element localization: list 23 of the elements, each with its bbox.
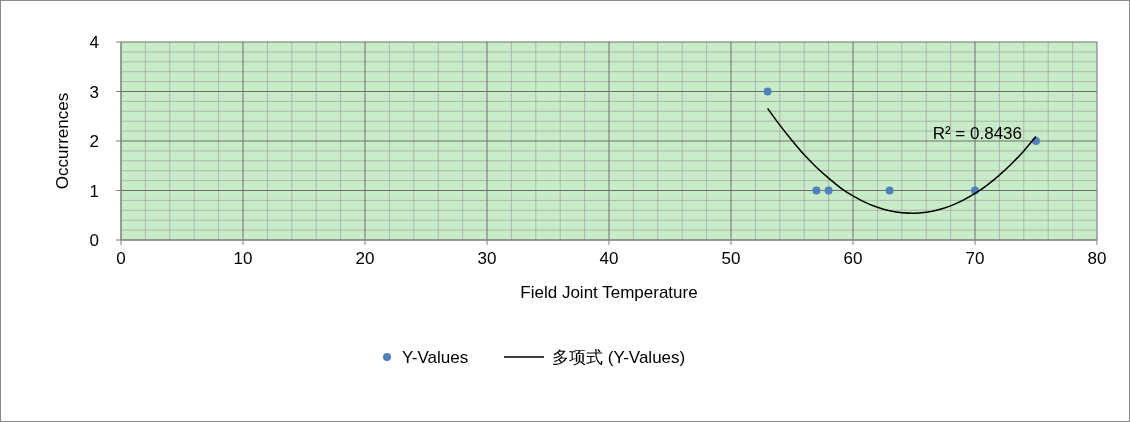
point <box>824 186 833 195</box>
legend-label: Y-Values <box>402 348 469 367</box>
x-axis-title: Field Joint Temperature <box>520 283 698 302</box>
point <box>763 87 772 96</box>
y-tick-label: 3 <box>89 82 99 102</box>
x-tick-label: 80 <box>1087 249 1107 268</box>
legend-label: 多项式 (Y-Values) <box>552 348 686 367</box>
point <box>812 186 821 195</box>
x-tick-label: 20 <box>355 249 375 268</box>
x-tick-label: 40 <box>599 249 619 268</box>
y-tick-label: 0 <box>89 231 99 250</box>
y-tick-label: 2 <box>89 132 99 151</box>
y-tick-label: 4 <box>89 33 99 52</box>
annotation: R² = 0.8436 <box>932 123 1022 143</box>
x-tick-label: 10 <box>233 249 253 268</box>
x-tick-label: 60 <box>843 249 863 268</box>
point <box>885 186 894 195</box>
x-tick-label: 70 <box>965 249 985 268</box>
x-tick-label: 50 <box>721 249 741 268</box>
x-tick-label: 0 <box>116 249 126 268</box>
y-tick-label: 1 <box>89 181 99 201</box>
x-tick-label: 30 <box>477 249 497 268</box>
y-axis-title: Occurrences <box>53 92 72 190</box>
